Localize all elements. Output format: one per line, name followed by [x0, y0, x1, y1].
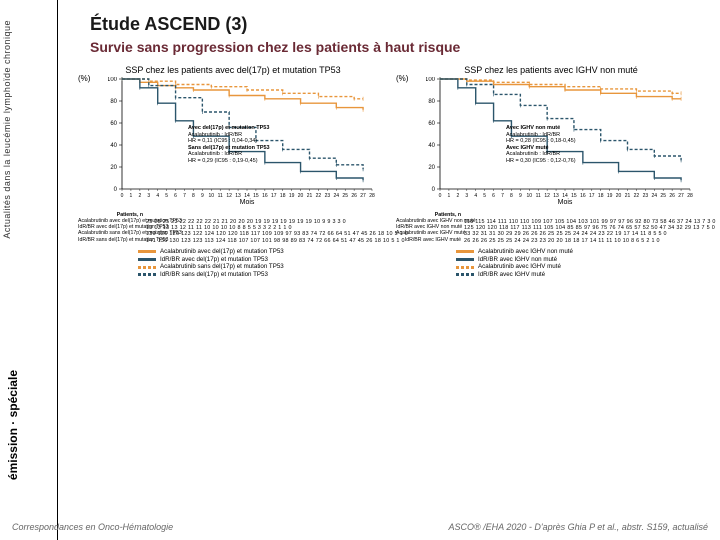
- svg-text:18: 18: [280, 193, 286, 199]
- svg-text:100: 100: [426, 77, 436, 83]
- svg-text:6: 6: [174, 193, 177, 199]
- svg-text:20: 20: [428, 165, 435, 171]
- svg-text:10: 10: [209, 193, 215, 199]
- svg-text:2: 2: [456, 193, 459, 199]
- svg-text:6: 6: [492, 193, 495, 199]
- svg-text:40: 40: [428, 143, 435, 149]
- sidebar-tagline: Actualités dans la leucémie lymphoïde ch…: [2, 20, 12, 239]
- svg-text:0: 0: [114, 187, 118, 193]
- svg-text:Mois: Mois: [558, 199, 573, 205]
- svg-text:17: 17: [271, 193, 277, 199]
- svg-text:28: 28: [687, 193, 693, 199]
- svg-text:19: 19: [607, 193, 613, 199]
- left-risk-table: Patients, nAcalabrutinib avec del(17p) e…: [78, 213, 388, 244]
- svg-text:20: 20: [616, 193, 622, 199]
- svg-text:5: 5: [483, 193, 486, 199]
- svg-text:22: 22: [316, 193, 322, 199]
- svg-text:12: 12: [226, 193, 232, 199]
- right-chart-title: SSP chez les patients avec IGHV non muté: [396, 65, 706, 75]
- svg-text:12: 12: [544, 193, 550, 199]
- svg-text:21: 21: [307, 193, 313, 199]
- svg-text:80: 80: [428, 99, 435, 105]
- svg-text:Mois: Mois: [240, 199, 255, 205]
- svg-text:9: 9: [519, 193, 522, 199]
- svg-text:26: 26: [351, 193, 357, 199]
- svg-text:1: 1: [448, 193, 451, 199]
- svg-text:7: 7: [183, 193, 186, 199]
- svg-text:27: 27: [678, 193, 684, 199]
- footer-left: Correspondances en Onco-Hématologie: [12, 522, 173, 532]
- slide-title: Étude ASCEND (3): [90, 14, 718, 35]
- svg-text:8: 8: [510, 193, 513, 199]
- sidebar: Actualités dans la leucémie lymphoïde ch…: [0, 0, 58, 540]
- left-inset: Avec del(17p) et mutation TP53Acalabruti…: [188, 125, 270, 165]
- svg-text:5: 5: [165, 193, 168, 199]
- left-chart: SSP chez les patients avec del(17p) et m…: [78, 65, 388, 279]
- svg-text:16: 16: [262, 193, 268, 199]
- svg-text:100: 100: [108, 77, 118, 83]
- svg-text:80: 80: [110, 99, 117, 105]
- svg-text:0: 0: [121, 193, 124, 199]
- svg-text:18: 18: [598, 193, 604, 199]
- svg-text:7: 7: [501, 193, 504, 199]
- svg-text:40: 40: [110, 143, 117, 149]
- svg-text:26: 26: [669, 193, 675, 199]
- svg-text:16: 16: [580, 193, 586, 199]
- svg-text:4: 4: [156, 193, 159, 199]
- left-chart-title: SSP chez les patients avec del(17p) et m…: [78, 65, 388, 75]
- svg-text:24: 24: [652, 193, 658, 199]
- svg-text:23: 23: [325, 193, 331, 199]
- svg-text:20: 20: [110, 165, 117, 171]
- charts-row: SSP chez les patients avec del(17p) et m…: [78, 65, 718, 279]
- svg-text:28: 28: [369, 193, 375, 199]
- right-risk-table: Patients, nAcalabrutinib avec IGHV non m…: [396, 213, 706, 244]
- svg-text:17: 17: [589, 193, 595, 199]
- svg-text:11: 11: [218, 193, 223, 199]
- svg-text:9: 9: [201, 193, 204, 199]
- slide-content: Étude ASCEND (3) Survie sans progression…: [68, 0, 718, 510]
- sidebar-brand: émission · spéciale: [6, 370, 20, 480]
- svg-text:8: 8: [192, 193, 195, 199]
- slide-subtitle: Survie sans progression chez les patient…: [90, 39, 718, 55]
- svg-text:10: 10: [527, 193, 533, 199]
- right-inset: Avec IGHV non mutéAcalabrutinib : IdR/BR…: [506, 125, 576, 165]
- svg-text:3: 3: [147, 193, 150, 199]
- svg-text:22: 22: [634, 193, 640, 199]
- svg-text:4: 4: [474, 193, 477, 199]
- right-legend: Acalabrutinib avec IGHV non mutéIdR/BR a…: [456, 248, 706, 279]
- svg-text:60: 60: [428, 121, 435, 127]
- svg-text:0: 0: [432, 187, 436, 193]
- y-label-left: (%): [78, 74, 90, 83]
- svg-text:21: 21: [625, 193, 631, 199]
- svg-text:19: 19: [289, 193, 295, 199]
- right-chart: SSP chez les patients avec IGHV non muté…: [396, 65, 706, 279]
- svg-text:2: 2: [138, 193, 141, 199]
- svg-text:25: 25: [660, 193, 666, 199]
- footer: Correspondances en Onco-Hématologie ASCO…: [12, 522, 708, 532]
- svg-text:25: 25: [342, 193, 348, 199]
- left-legend: Acalabrutinib avec del(17p) et mutation …: [138, 248, 388, 279]
- y-label-right: (%): [396, 74, 408, 83]
- svg-text:3: 3: [465, 193, 468, 199]
- svg-text:11: 11: [536, 193, 541, 199]
- svg-text:27: 27: [360, 193, 366, 199]
- svg-text:23: 23: [643, 193, 649, 199]
- svg-text:20: 20: [298, 193, 304, 199]
- svg-text:24: 24: [334, 193, 340, 199]
- svg-text:60: 60: [110, 121, 117, 127]
- footer-right: ASCO® /EHA 2020 - D'après Ghia P et al.,…: [449, 522, 708, 532]
- svg-text:1: 1: [130, 193, 133, 199]
- svg-text:0: 0: [439, 193, 442, 199]
